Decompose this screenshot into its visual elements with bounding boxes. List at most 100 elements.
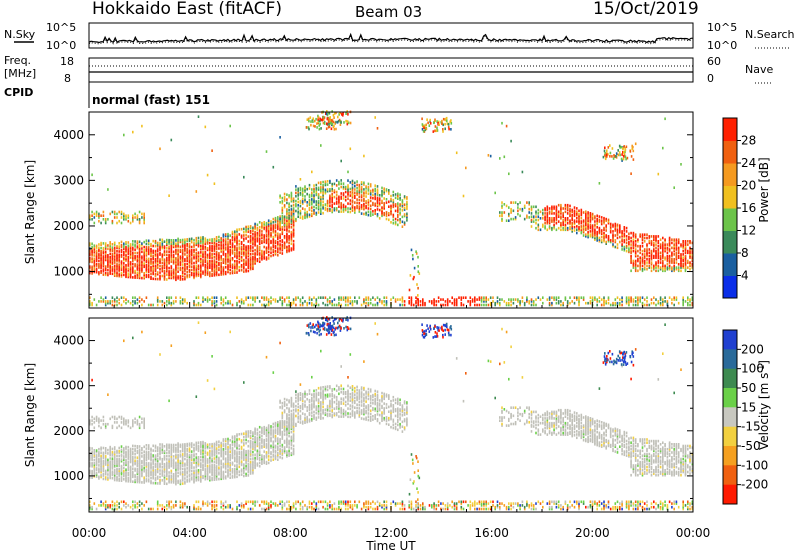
data-cell — [258, 260, 261, 263]
data-cell — [641, 264, 644, 268]
data-cell — [188, 254, 191, 257]
data-cell — [286, 229, 288, 232]
data-cell — [156, 256, 159, 259]
data-cell — [277, 222, 279, 226]
data-cell — [179, 263, 182, 267]
data-cell — [91, 422, 93, 426]
data-cell — [295, 194, 297, 198]
data-cell — [129, 251, 132, 254]
data-cell — [102, 454, 105, 458]
data-cell — [93, 254, 96, 257]
data-cell — [125, 450, 127, 454]
data-cell — [111, 266, 114, 269]
data-cell — [630, 155, 633, 158]
data-cell — [254, 242, 256, 245]
data-cell — [109, 473, 111, 476]
data-cell — [664, 256, 666, 259]
data-cell — [193, 253, 195, 257]
data-cell — [127, 241, 130, 244]
data-cell — [603, 296, 605, 299]
data-cell — [603, 226, 605, 230]
data-cell — [376, 303, 379, 307]
data-cell — [138, 445, 141, 448]
data-cell — [129, 452, 132, 456]
data-cell — [125, 468, 127, 471]
data-cell — [630, 246, 632, 250]
data-cell — [600, 229, 603, 232]
data-cell — [401, 296, 404, 299]
data-cell — [181, 251, 184, 255]
colorbar-tick-label: 4 — [741, 269, 749, 283]
data-cell — [247, 248, 250, 251]
data-cell — [406, 212, 408, 216]
data-cell — [211, 244, 213, 248]
data-cell — [147, 479, 150, 483]
data-cell — [415, 301, 417, 305]
data-cell — [138, 296, 141, 299]
data-cell — [621, 244, 623, 248]
data-cell — [172, 270, 175, 273]
data-cell — [107, 300, 109, 303]
data-cell — [687, 249, 689, 253]
data-cell — [548, 217, 551, 220]
data-cell — [127, 478, 130, 481]
data-cell — [113, 269, 116, 273]
data-cell — [603, 238, 605, 241]
data-cell — [621, 303, 623, 307]
data-cell — [129, 262, 132, 266]
data-cell — [181, 301, 184, 305]
data-cell — [188, 244, 191, 247]
data-cell — [637, 254, 639, 258]
data-cell — [270, 220, 272, 223]
data-cell — [687, 298, 689, 301]
data-cell — [132, 303, 134, 307]
data-cell — [281, 211, 284, 215]
data-cell — [109, 476, 111, 480]
data-cell — [218, 263, 220, 267]
data-cell — [170, 461, 173, 465]
data-cell — [129, 271, 132, 274]
data-cell — [290, 239, 293, 242]
data-cell — [416, 283, 418, 286]
data-cell — [256, 231, 259, 235]
data-cell — [95, 212, 98, 216]
data-cell — [621, 159, 623, 162]
data-cell — [123, 421, 125, 424]
data-cell — [560, 300, 562, 303]
data-cell — [621, 298, 623, 301]
data-cell — [367, 199, 370, 202]
data-cell — [351, 301, 354, 305]
data-cell — [100, 464, 102, 467]
data-cell — [286, 209, 288, 213]
data-cell — [168, 459, 170, 463]
data-cell — [107, 422, 109, 426]
data-cell — [145, 479, 148, 483]
data-cell — [299, 209, 302, 213]
data-cell — [104, 300, 107, 303]
data-cell — [238, 269, 241, 272]
data-cell — [392, 203, 395, 207]
data-cell — [689, 267, 691, 271]
data-cell — [308, 298, 311, 301]
data-cell — [95, 507, 98, 511]
data-cell — [265, 246, 268, 250]
data-cell — [172, 250, 175, 254]
data-cell — [662, 253, 664, 256]
data-cell — [634, 261, 637, 264]
data-cell — [671, 254, 673, 258]
data-cell — [249, 248, 252, 251]
data-cell — [177, 244, 179, 247]
data-cell — [166, 258, 168, 262]
data-cell — [175, 244, 177, 247]
data-cell — [104, 469, 107, 473]
data-cell — [265, 150, 268, 153]
data-cell — [256, 251, 259, 254]
data-cell — [650, 261, 653, 264]
data-cell — [202, 237, 204, 241]
data-cell — [603, 221, 605, 225]
data-cell — [383, 296, 385, 299]
data-cell — [247, 259, 250, 263]
data-cell — [365, 298, 367, 301]
data-cell — [245, 248, 247, 252]
data-cell — [290, 216, 293, 219]
